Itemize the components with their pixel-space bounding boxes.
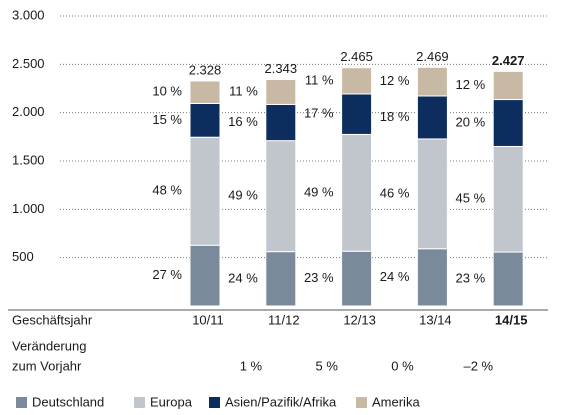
bar-segment (189, 80, 221, 104)
bar-segment (189, 244, 221, 307)
legend-swatch (356, 397, 367, 408)
bar-segment (341, 133, 373, 252)
y-tick-label: 500 (12, 249, 34, 264)
category-label: 10/11 (192, 312, 224, 327)
change-label: 0 % (391, 358, 414, 373)
bar-segment (492, 99, 524, 147)
total-label: 2.469 (416, 49, 449, 64)
bar-segment (265, 79, 297, 105)
segment-label: 24 % (228, 270, 258, 285)
legend-label: Deutschland (32, 394, 104, 409)
segment-label: 24 % (380, 269, 410, 284)
segment-label: 18 % (380, 109, 410, 124)
segment-label: 49 % (228, 188, 258, 203)
bar-segment (416, 66, 448, 97)
bar-segment (265, 140, 297, 253)
bar-segment (189, 136, 221, 246)
legend-swatch (134, 397, 145, 408)
total-label: 2.427 (492, 53, 525, 68)
change-title: Veränderung (12, 338, 86, 353)
bar-segment (416, 95, 448, 140)
bar-segment (492, 70, 524, 101)
category-label: 13/14 (419, 312, 452, 327)
y-tick-label: 2.500 (12, 56, 45, 71)
bar-segment (492, 145, 524, 253)
change-label: 5 % (315, 358, 338, 373)
legend-swatch (16, 397, 27, 408)
segment-label: 46 % (380, 185, 410, 200)
category-label: 14/15 (495, 312, 528, 327)
total-label: 2.465 (340, 49, 373, 64)
segment-label: 27 % (152, 267, 182, 282)
category-label: 12/13 (343, 312, 376, 327)
category-label: 11/12 (268, 312, 300, 327)
bar-segment (492, 251, 524, 307)
row-label: Geschäftsjahr (12, 312, 93, 327)
segment-label: 12 % (456, 77, 486, 92)
change-title: zum Vorjahr (12, 358, 82, 373)
segment-label: 23 % (304, 270, 334, 285)
total-label: 2.343 (265, 61, 298, 76)
bar-segment (416, 138, 448, 250)
segment-label: 49 % (304, 184, 334, 199)
bar-segment (341, 67, 373, 95)
legend-label: Europa (150, 394, 193, 409)
total-label: 2.328 (189, 62, 222, 77)
segment-label: 48 % (152, 183, 182, 198)
y-tick-label: 1.500 (12, 152, 45, 167)
y-tick-label: 2.000 (12, 104, 45, 119)
bar-segment (265, 103, 297, 142)
legend-swatch (209, 397, 220, 408)
legend-label: Asien/Pazifik/Afrika (225, 394, 337, 409)
change-label: 1 % (240, 358, 263, 373)
segment-label: 11 % (229, 83, 258, 98)
segment-label: 20 % (456, 114, 486, 129)
segment-label: 17 % (304, 106, 334, 121)
segment-label: 45 % (456, 191, 486, 206)
bar-segment (341, 93, 373, 135)
segment-label: 16 % (228, 114, 258, 129)
y-tick-label: 1.000 (12, 201, 45, 216)
bar-segment (189, 102, 221, 138)
segment-label: 15 % (152, 112, 182, 127)
segment-label: 11 % (305, 72, 334, 87)
legend-label: Amerika (372, 394, 420, 409)
change-label: –2 % (463, 358, 493, 373)
bar-segment (265, 251, 297, 307)
segment-label: 10 % (152, 84, 182, 99)
segment-label: 23 % (456, 270, 486, 285)
y-tick-label: 3.000 (12, 7, 45, 22)
segment-label: 12 % (380, 73, 410, 88)
bar-segment (416, 248, 448, 307)
bar-segment (341, 250, 373, 307)
